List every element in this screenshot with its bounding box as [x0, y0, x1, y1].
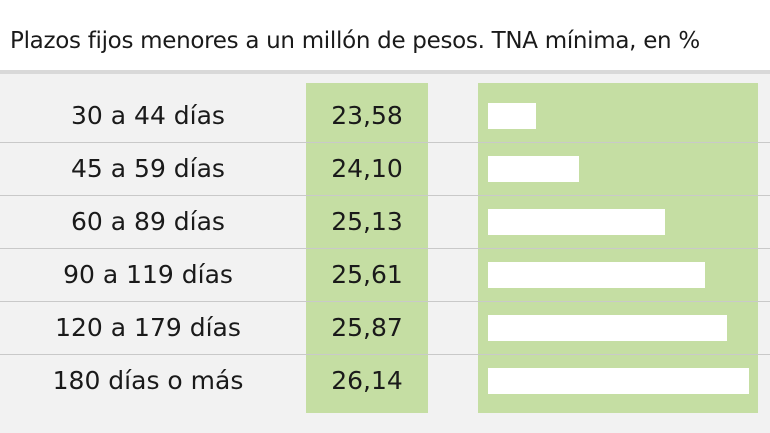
row-divider — [0, 142, 770, 143]
value-label: 25,61 — [331, 260, 403, 289]
row-divider — [0, 248, 770, 249]
bar — [488, 262, 705, 288]
bar — [488, 156, 579, 182]
bar — [488, 368, 749, 394]
row-divider — [0, 354, 770, 355]
value-label: 25,87 — [331, 313, 403, 342]
category-label: 120 a 179 días — [55, 313, 241, 342]
category-label: 90 a 119 días — [63, 260, 233, 289]
category-label: 60 a 89 días — [71, 207, 225, 236]
row-divider — [0, 301, 770, 302]
category-label: 45 a 59 días — [71, 154, 225, 183]
title-divider — [0, 70, 770, 74]
title-bar: Plazos fijos menores a un millón de peso… — [0, 0, 770, 70]
value-label: 24,10 — [331, 154, 403, 183]
value-label: 25,13 — [331, 207, 403, 236]
value-label: 26,14 — [331, 366, 403, 395]
row-divider — [0, 195, 770, 196]
category-label: 180 días o más — [52, 366, 244, 395]
category-label: 30 a 44 días — [71, 101, 225, 130]
bar — [488, 315, 727, 341]
bar — [488, 209, 665, 235]
value-label: 23,58 — [331, 101, 403, 130]
chart-title: Plazos fijos menores a un millón de peso… — [10, 28, 700, 54]
bar — [488, 103, 536, 129]
